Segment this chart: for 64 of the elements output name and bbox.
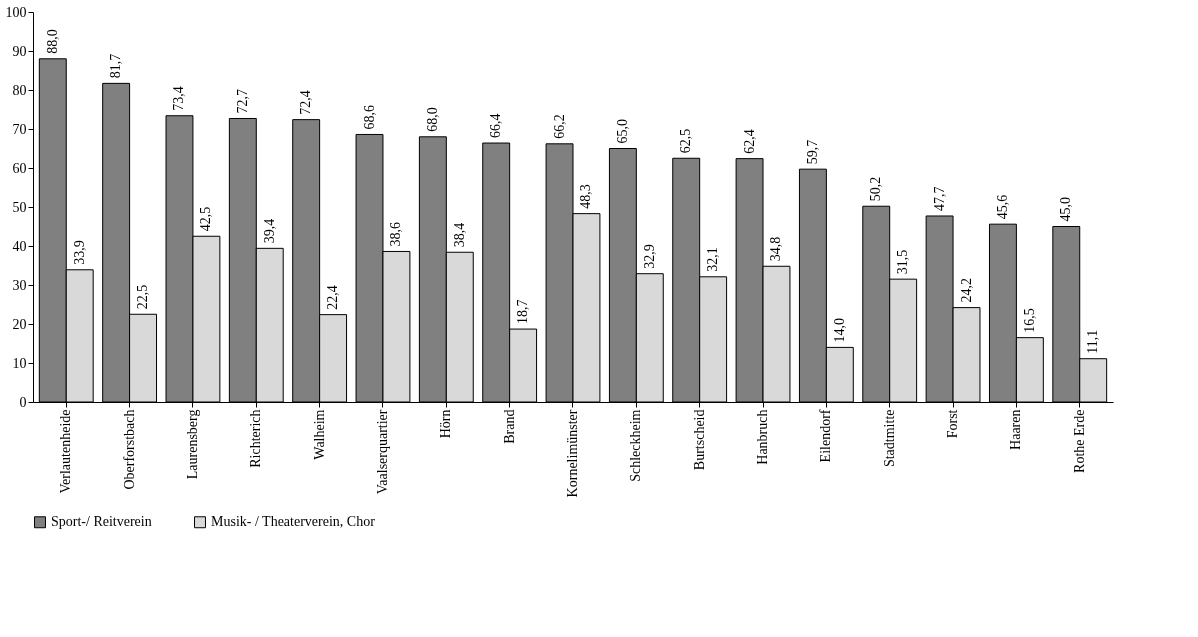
x-tick-label: Walheim bbox=[311, 409, 327, 460]
data-label: 73,4 bbox=[171, 86, 187, 111]
data-label: 42,5 bbox=[198, 206, 214, 232]
x-tick-label: Stadtmitte bbox=[881, 409, 897, 468]
x-tick-label: Schleckheim bbox=[628, 409, 644, 482]
data-label: 81,7 bbox=[108, 53, 124, 79]
x-tick-label: Burtscheid bbox=[691, 409, 707, 471]
data-label: 11,1 bbox=[1085, 329, 1101, 354]
data-label: 33,9 bbox=[71, 240, 87, 265]
y-tick-label: 40 bbox=[12, 238, 27, 254]
data-label: 68,6 bbox=[361, 104, 377, 130]
data-label: 32,1 bbox=[705, 247, 721, 272]
data-label: 31,5 bbox=[895, 249, 911, 275]
x-tick-label: Brand bbox=[501, 409, 517, 444]
data-label: 65,0 bbox=[614, 119, 630, 144]
data-label: 72,4 bbox=[298, 90, 314, 115]
data-label: 50,2 bbox=[868, 176, 884, 202]
data-label: 62,4 bbox=[741, 129, 757, 154]
data-label: 24,2 bbox=[958, 278, 974, 303]
x-tick-label: Hanbruch bbox=[755, 409, 771, 465]
x-tick-label: Laurensberg bbox=[184, 409, 200, 480]
data-label: 66,4 bbox=[488, 113, 504, 139]
y-tick-label: 70 bbox=[12, 121, 27, 137]
x-tick-label: Vaalserquartier bbox=[374, 409, 390, 495]
x-tick-label: Rothe Erde bbox=[1071, 409, 1087, 473]
data-label: 22,4 bbox=[325, 285, 341, 310]
y-tick-label: 100 bbox=[5, 4, 27, 20]
x-tick-label: Verlautenheide bbox=[58, 409, 74, 494]
x-tick-label: Oberforstbach bbox=[121, 409, 137, 490]
legend-label: Musik- / Theaterverein, Chor bbox=[211, 514, 376, 530]
data-label: 45,0 bbox=[1058, 197, 1074, 222]
x-tick-label: Eilendorf bbox=[818, 409, 834, 463]
data-label: 66,2 bbox=[551, 114, 567, 139]
data-label: 16,5 bbox=[1021, 308, 1037, 333]
y-tick-label: 10 bbox=[12, 355, 27, 371]
y-tick-label: 20 bbox=[12, 316, 27, 332]
y-tick-label: 90 bbox=[12, 43, 27, 59]
legend-label: Sport-/ Reitverein bbox=[51, 514, 152, 530]
data-label: 32,9 bbox=[641, 244, 657, 269]
data-label: 48,3 bbox=[578, 184, 594, 209]
data-label: 39,4 bbox=[261, 218, 277, 244]
data-label: 47,7 bbox=[931, 186, 947, 211]
y-tick-label: 80 bbox=[12, 82, 27, 98]
x-tick-label: Haaren bbox=[1008, 409, 1024, 450]
data-label: 38,6 bbox=[388, 221, 404, 247]
data-label: 34,8 bbox=[768, 236, 784, 262]
data-label: 38,4 bbox=[451, 222, 467, 248]
data-label: 68,0 bbox=[424, 107, 440, 132]
data-label: 14,0 bbox=[831, 317, 847, 343]
y-tick-label: 0 bbox=[19, 394, 27, 410]
x-tick-label: Kornelimünster bbox=[565, 409, 580, 498]
x-tick-label: Richterich bbox=[248, 409, 264, 468]
x-tick-label: Forst bbox=[945, 409, 961, 439]
y-tick-label: 30 bbox=[12, 277, 27, 293]
data-label: 59,7 bbox=[804, 139, 820, 165]
data-label: 22,5 bbox=[135, 284, 151, 310]
y-tick-label: 60 bbox=[12, 160, 27, 176]
x-tick-label: Hörn bbox=[438, 409, 454, 439]
y-tick-label: 50 bbox=[12, 199, 27, 215]
data-label: 62,5 bbox=[678, 128, 694, 154]
data-label: 72,7 bbox=[234, 88, 250, 114]
data-label: 18,7 bbox=[515, 299, 531, 325]
data-label: 45,6 bbox=[994, 194, 1010, 220]
data-label: 88,0 bbox=[44, 29, 60, 54]
